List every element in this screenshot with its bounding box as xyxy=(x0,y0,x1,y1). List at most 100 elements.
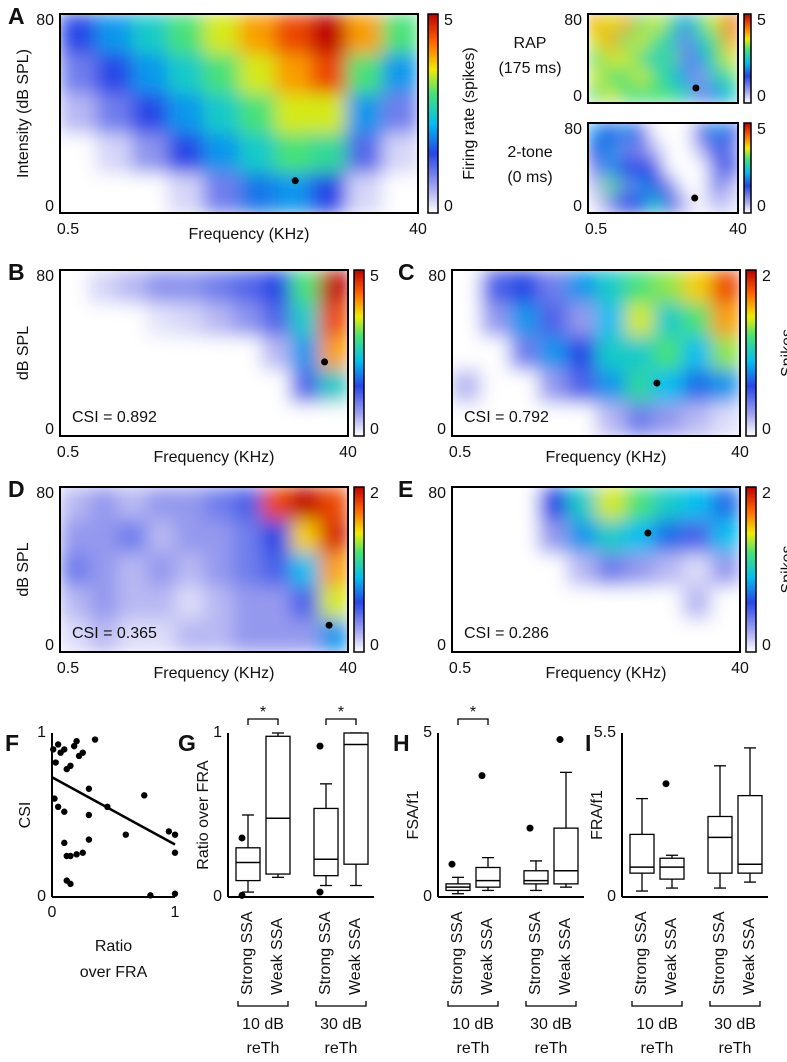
group-label: reTh xyxy=(719,1040,752,1057)
heatmap-cell xyxy=(232,586,263,620)
x-tick-label: 40 xyxy=(731,444,749,461)
y-tick-label: 0 xyxy=(213,888,222,905)
panel-letter: H xyxy=(393,730,410,756)
heatmap-cell xyxy=(588,14,604,33)
heatmap-cell xyxy=(88,303,119,337)
heatmap-cell xyxy=(175,586,205,620)
heatmap-cell xyxy=(596,402,626,436)
heatmap-cell xyxy=(239,173,276,213)
significance-bracket xyxy=(325,718,357,725)
heatmap-cell xyxy=(663,49,679,68)
heatmap-cell xyxy=(711,553,740,587)
heatmap-cell xyxy=(261,402,291,436)
group-label: reTh xyxy=(247,1040,280,1057)
heatmap-cell xyxy=(603,195,619,213)
group-label: 30 dB xyxy=(530,1016,572,1033)
heatmap-cell xyxy=(480,520,511,554)
colorbar xyxy=(427,13,439,214)
heatmap-cell xyxy=(60,336,90,371)
heatmap-cell xyxy=(596,553,626,587)
csi-annotation: CSI = 0.365 xyxy=(72,625,157,642)
data-point xyxy=(171,890,179,897)
x-tick-label: 0.5 xyxy=(57,660,79,677)
group-label: 30 dB xyxy=(320,1016,362,1033)
colorbar-tick-label: 2 xyxy=(370,485,379,502)
heatmap-cell xyxy=(60,303,90,337)
heatmap-cell xyxy=(261,619,291,652)
heatmap-cell xyxy=(452,303,482,337)
plot-frame xyxy=(451,269,741,437)
heatmap-cell xyxy=(663,195,679,213)
category-label: Weak SSA xyxy=(557,918,574,995)
x-tick-label: 0.5 xyxy=(449,444,471,461)
plot-frame xyxy=(587,13,739,104)
heatmap-cell xyxy=(648,159,664,178)
heatmap-cell xyxy=(382,53,418,95)
heatmap-cell xyxy=(567,336,597,371)
heatmap-cell xyxy=(653,402,683,436)
heatmap-cell xyxy=(60,93,97,134)
heatmap-cell xyxy=(95,93,133,134)
heatmap-cell xyxy=(290,369,320,404)
heatmap-cell xyxy=(261,487,291,521)
heatmap-area xyxy=(588,14,738,103)
heatmap-cell xyxy=(678,14,694,33)
heatmap-cell xyxy=(452,619,482,652)
heatmap-cell xyxy=(204,303,234,337)
best-frequency-dot xyxy=(325,621,333,629)
x-tick-label: 0.5 xyxy=(57,221,79,238)
heatmap-cell xyxy=(95,173,133,213)
heatmap-cell xyxy=(603,31,619,51)
heatmap-cell xyxy=(319,270,348,304)
heatmap-cell xyxy=(204,487,234,521)
heatmap-area xyxy=(452,487,740,652)
heatmap-cells xyxy=(452,270,740,436)
best-frequency-dot xyxy=(692,84,700,92)
y-tick-label: 0 xyxy=(45,421,54,438)
heatmap-cell xyxy=(290,487,320,521)
panel-letter: G xyxy=(178,730,196,756)
heatmap-cell xyxy=(60,53,97,95)
heatmap-cell xyxy=(452,402,482,436)
heatmap-cell xyxy=(131,173,168,213)
heatmap-cell xyxy=(618,195,634,213)
heatmap-cell xyxy=(588,31,604,51)
heatmap-cell xyxy=(708,123,724,142)
heatmap-cell xyxy=(203,53,240,95)
heatmap-cell xyxy=(693,67,709,86)
x-axis-label: over FRA xyxy=(80,964,148,981)
heatmap-cell xyxy=(382,173,418,213)
y-tick-label: 0 xyxy=(573,198,582,215)
group-label: 10 dB xyxy=(452,1016,494,1033)
y-tick-label: 0 xyxy=(573,88,582,105)
heatmap-cell xyxy=(648,67,664,86)
heatmap-cell xyxy=(131,93,168,134)
outlier xyxy=(238,834,246,842)
y-tick-label: 0 xyxy=(607,888,616,905)
heatmap-cell xyxy=(175,487,205,521)
y-tick-label: 0 xyxy=(437,637,446,654)
best-frequency-dot xyxy=(653,379,661,387)
heatmap-cell xyxy=(588,177,604,196)
heatmap-cell xyxy=(596,369,626,404)
heatmap-cell xyxy=(682,586,712,620)
heatmap-cell xyxy=(588,159,604,178)
heatmap-cell xyxy=(480,270,511,304)
data-point xyxy=(79,849,86,856)
y-axis-label: FRA/f1 xyxy=(589,790,606,840)
heatmap-cell xyxy=(204,336,234,371)
heatmap-cell xyxy=(509,520,539,554)
heatmap-cell xyxy=(290,336,320,371)
x-axis-label: Ratio xyxy=(95,938,132,955)
heatmap-cell xyxy=(538,619,568,652)
colorbar-tick-label: 0 xyxy=(762,421,771,438)
colorbar-tick-label: 2 xyxy=(762,268,771,285)
heatmap-cell xyxy=(310,173,347,213)
heatmap-cell xyxy=(290,402,320,436)
data-point xyxy=(122,831,129,838)
heatmap-cell xyxy=(232,619,263,652)
heatmap-cell xyxy=(239,14,276,55)
heatmap-cell xyxy=(146,619,176,652)
heatmap-cell xyxy=(624,369,655,404)
category-label: Weak SSA xyxy=(269,918,286,995)
